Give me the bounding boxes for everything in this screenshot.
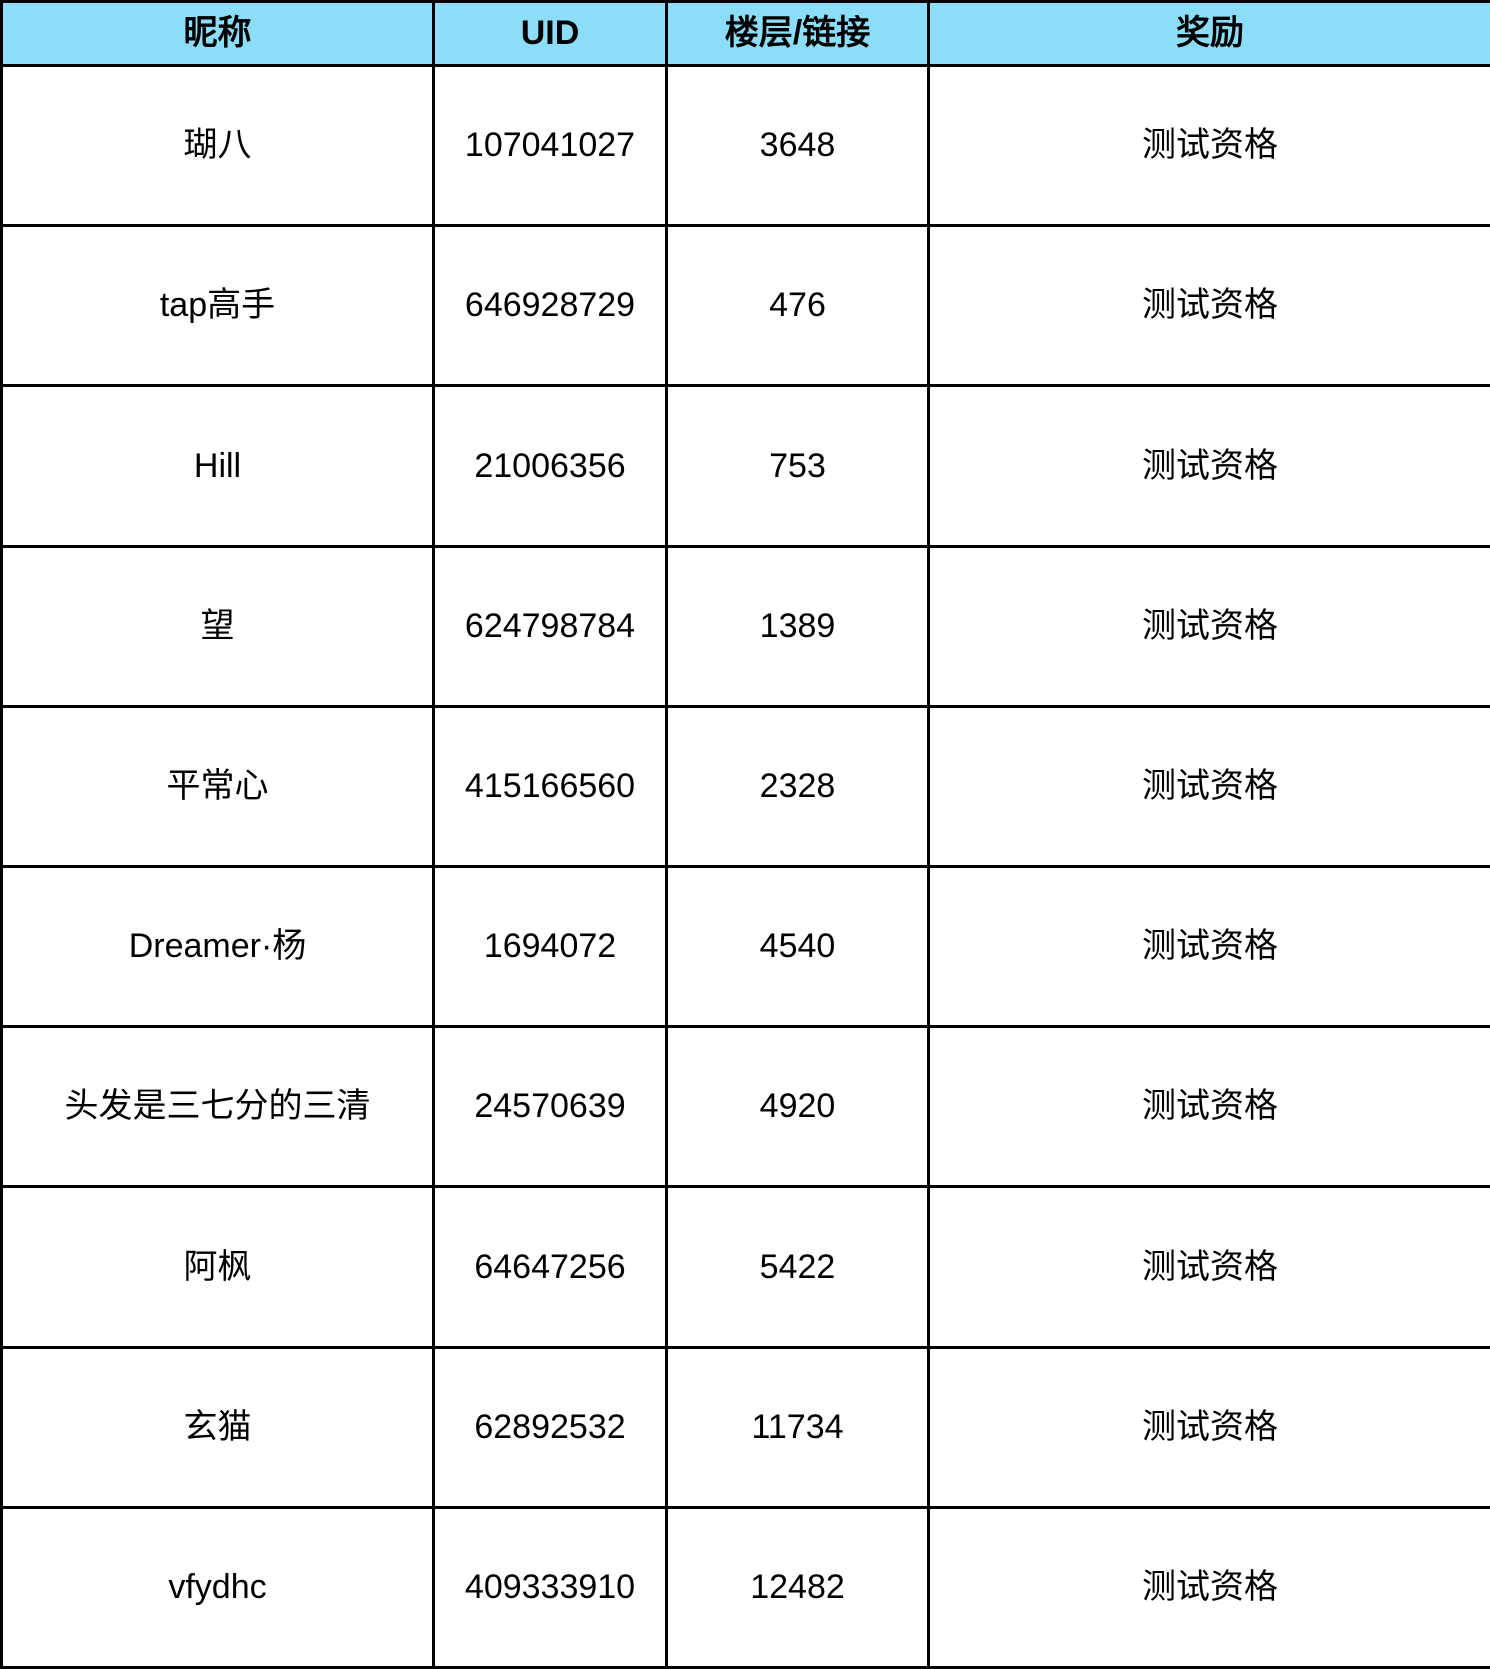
cell-floor: 12482 — [665, 1505, 930, 1669]
table-row: 平常心 415166560 2328 测试资格 — [0, 704, 1490, 868]
cell-reward: 测试资格 — [927, 1025, 1490, 1189]
table-row: 望 624798784 1389 测试资格 — [0, 544, 1490, 708]
cell-uid: 24570639 — [432, 1025, 668, 1189]
cell-uid: 64647256 — [432, 1185, 668, 1349]
cell-nickname: 平常心 — [0, 704, 435, 868]
header-uid: UID — [432, 0, 668, 67]
cell-nickname: 望 — [0, 544, 435, 708]
cell-floor: 4540 — [665, 864, 930, 1029]
table-body: 瑚八 107041027 3648 测试资格 tap高手 646928729 4… — [0, 63, 1490, 1669]
cell-reward: 测试资格 — [927, 224, 1490, 388]
cell-nickname: tap高手 — [0, 224, 435, 388]
cell-nickname: Hill — [0, 384, 435, 548]
cell-nickname: 阿枫 — [0, 1185, 435, 1349]
cell-nickname: 头发是三七分的三清 — [0, 1025, 435, 1189]
cell-nickname: vfydhc — [0, 1505, 435, 1669]
cell-uid: 624798784 — [432, 544, 668, 708]
header-nickname: 昵称 — [0, 0, 435, 67]
cell-uid: 1694072 — [432, 864, 668, 1029]
table-header-row: 昵称 UID 楼层/链接 奖励 — [0, 0, 1490, 67]
header-reward: 奖励 — [927, 0, 1490, 67]
cell-floor: 3648 — [665, 63, 930, 228]
table-row: Hill 21006356 753 测试资格 — [0, 384, 1490, 548]
cell-nickname: 玄猫 — [0, 1345, 435, 1509]
cell-uid: 21006356 — [432, 384, 668, 548]
cell-reward: 测试资格 — [927, 63, 1490, 228]
cell-floor: 5422 — [665, 1185, 930, 1349]
cell-uid: 415166560 — [432, 704, 668, 868]
table-row: vfydhc 409333910 12482 测试资格 — [0, 1505, 1490, 1669]
cell-uid: 646928729 — [432, 224, 668, 388]
cell-nickname: 瑚八 — [0, 63, 435, 228]
cell-nickname: Dreamer·杨 — [0, 864, 435, 1029]
table-row: 瑚八 107041027 3648 测试资格 — [0, 63, 1490, 228]
cell-uid: 62892532 — [432, 1345, 668, 1509]
table-row: 玄猫 62892532 11734 测试资格 — [0, 1345, 1490, 1509]
cell-reward: 测试资格 — [927, 1505, 1490, 1669]
table-row: tap高手 646928729 476 测试资格 — [0, 224, 1490, 388]
cell-floor: 11734 — [665, 1345, 930, 1509]
cell-floor: 2328 — [665, 704, 930, 868]
cell-reward: 测试资格 — [927, 1185, 1490, 1349]
cell-floor: 753 — [665, 384, 930, 548]
table-row: 头发是三七分的三清 24570639 4920 测试资格 — [0, 1025, 1490, 1189]
cell-floor: 476 — [665, 224, 930, 388]
cell-reward: 测试资格 — [927, 704, 1490, 868]
table-row: Dreamer·杨 1694072 4540 测试资格 — [0, 864, 1490, 1029]
cell-reward: 测试资格 — [927, 864, 1490, 1029]
cell-floor: 4920 — [665, 1025, 930, 1189]
table-row: 阿枫 64647256 5422 测试资格 — [0, 1185, 1490, 1349]
cell-reward: 测试资格 — [927, 544, 1490, 708]
cell-uid: 107041027 — [432, 63, 668, 228]
cell-uid: 409333910 — [432, 1505, 668, 1669]
table-header: 昵称 UID 楼层/链接 奖励 — [0, 0, 1490, 67]
cell-reward: 测试资格 — [927, 384, 1490, 548]
cell-floor: 1389 — [665, 544, 930, 708]
header-floor-link: 楼层/链接 — [665, 0, 930, 67]
cell-reward: 测试资格 — [927, 1345, 1490, 1509]
